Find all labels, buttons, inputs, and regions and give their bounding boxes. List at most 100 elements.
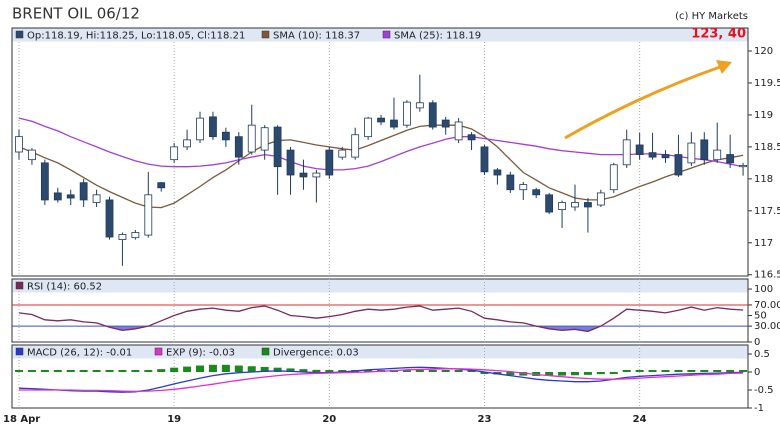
candle-body [674,154,683,176]
candle-body [325,149,334,176]
divergence-bar [454,370,463,372]
divergence-bar [583,372,592,375]
legend-swatch [261,30,270,39]
candle-body [648,152,657,158]
candle-body [622,139,631,166]
candle-body [506,174,515,191]
candle-body [183,139,191,148]
divergence-bar [687,370,696,372]
divergence-bar [402,369,411,372]
candle-body [92,194,101,203]
candle-body [493,169,502,176]
candle-body [635,144,644,155]
arrow-shaft [564,65,721,140]
legend-swatch [261,347,270,356]
divergence-bar [273,367,282,372]
divergence-bar [713,370,722,372]
y-tick-label: 117.5 [754,206,780,217]
divergence-bar [234,365,243,372]
candle-body [351,134,360,158]
candle-body [131,232,140,239]
candle-body [596,192,605,206]
divergence-bar [596,372,605,375]
legend-label: Divergence: 0.03 [273,348,359,359]
divergence-bar [674,370,683,372]
candle-body [545,194,554,213]
candle-body [247,124,256,153]
candle-body [299,172,308,178]
divergence-bar [428,370,437,372]
legend-label: SMA (25): 118.19 [394,31,481,42]
divergence-bar [726,370,735,372]
divider-layer [18,42,641,408]
annotation: 123, 40 [691,27,746,42]
divergence-bar [325,370,334,372]
candle-body [273,126,282,168]
series-line [18,117,744,171]
x-tick-label: 18 Apr [3,414,40,425]
divergence-bar [312,369,321,372]
divergence-bar [183,366,192,372]
candle-body [558,202,566,210]
divergence-bar [92,370,101,372]
divergence-bar [221,364,230,372]
x-tick-label: 20 [322,414,336,425]
candle-body [713,149,722,161]
x-tick-label: 24 [633,414,647,425]
y-tick-label: 50 [754,311,767,322]
candle-body [66,194,75,199]
divergence-bar [622,370,631,372]
candle-body [480,146,489,173]
y-tick-label: 116.5 [754,270,780,281]
candle-body [338,149,347,158]
legend-strip [12,279,748,293]
legend-swatch [15,281,24,290]
candle-body [467,134,476,141]
legend-label: EXP (9): -0.03 [166,348,235,359]
legend-label: MACD (26, 12): -0.01 [27,348,132,359]
chart-title: BRENT OIL 06/12 [12,5,140,23]
divergence-bar [208,364,217,372]
candle-body [144,194,153,236]
candle-body [209,116,217,138]
divergence-bar [467,370,476,372]
divergence-bar [609,372,618,374]
divergence-bar [196,365,205,372]
divergence-bar [170,367,179,372]
y-tick-label: 0 [754,367,760,378]
divergence-bar [558,372,567,376]
candle-body [584,202,592,208]
divergence-bar [260,366,269,372]
y-tick-label: 0.5 [754,349,770,360]
y-tick-label: 119.5 [754,78,780,89]
candle-body [196,117,204,141]
divergence-bar [286,368,295,372]
x-tick-label: 23 [478,414,492,425]
divergence-bar [739,370,748,372]
y-tick-label: 120 [754,46,773,57]
candle-body [700,139,709,161]
lines-layer [18,117,744,393]
candle-body [15,136,23,153]
divergence-bar [661,370,670,372]
divergence-bar [635,370,644,372]
legend-swatch [154,347,163,356]
divergence-bar [506,372,515,376]
legend-swatch [15,347,24,356]
divergence-bar [364,370,373,372]
legend-strip [12,345,748,359]
divergence-bar [299,369,308,372]
candle-body [260,127,269,151]
candle-body [312,172,321,178]
candle-body [532,189,541,196]
divergence-bar [53,370,62,372]
divergence-bar [415,369,424,372]
candle-body [53,192,62,201]
divergence-bar [338,370,347,372]
x-tick-label: 19 [167,414,181,425]
y-tick-label: 118.5 [754,142,780,153]
y-tick-label: 70.00 [754,300,780,311]
divergence-bar [131,370,140,372]
legend-label: SMA (10): 118.37 [273,31,360,42]
candle-body [157,182,166,189]
